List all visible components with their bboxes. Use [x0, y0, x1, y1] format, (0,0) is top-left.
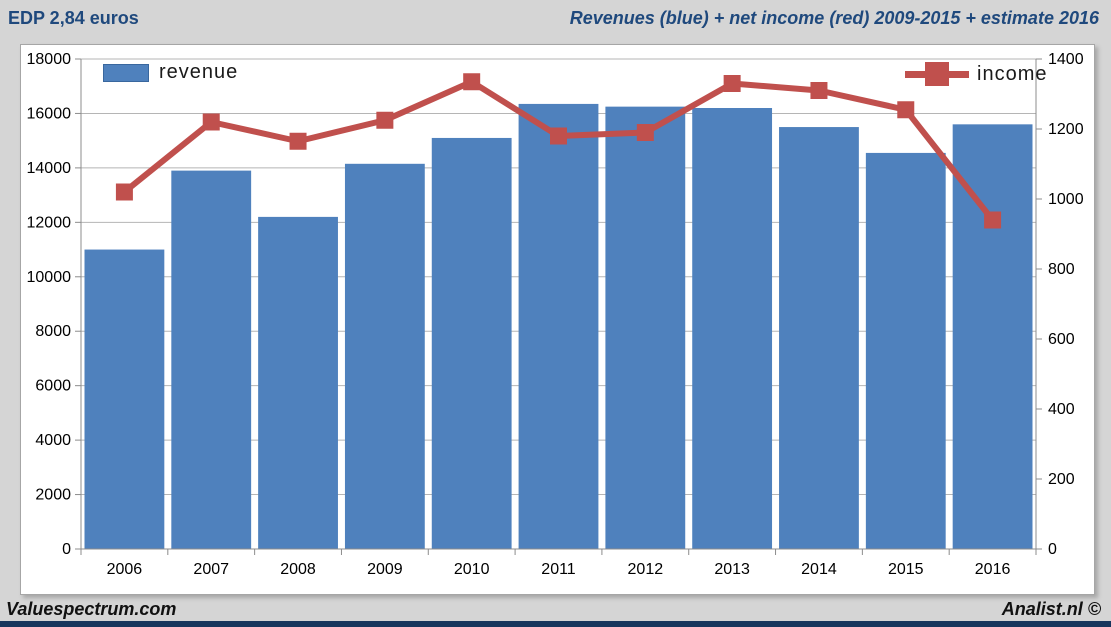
legend-revenue: revenue — [103, 61, 238, 84]
left-tick-label-8000: 8000 — [35, 323, 71, 340]
bar-2009 — [344, 163, 425, 550]
left-tick-label-16000: 16000 — [27, 105, 72, 122]
bar-2010 — [431, 137, 512, 549]
x-label-2015: 2015 — [888, 561, 924, 578]
bar-2006 — [84, 249, 165, 550]
left-tick-label-14000: 14000 — [27, 160, 72, 177]
bar-2012 — [605, 106, 686, 549]
x-label-2009: 2009 — [367, 561, 403, 578]
income-marker-2016 — [984, 211, 1002, 229]
legend-income: income — [905, 61, 1047, 87]
x-label-2010: 2010 — [454, 561, 490, 578]
bar-2014 — [779, 127, 859, 550]
x-label-2016: 2016 — [975, 561, 1011, 578]
x-label-2014: 2014 — [801, 561, 837, 578]
bar-2015 — [865, 152, 946, 549]
income-marker-2007 — [202, 113, 220, 131]
chart-title: Revenues (blue) + net income (red) 2009-… — [569, 8, 1099, 28]
x-label-2013: 2013 — [714, 561, 750, 578]
income-marker-2006 — [115, 183, 133, 201]
left-tick-label-0: 0 — [62, 541, 71, 558]
footer-valuespectrum: Valuespectrum.com — [6, 599, 177, 619]
left-tick-label-12000: 12000 — [27, 214, 72, 231]
income-marker-2014 — [810, 82, 828, 99]
chart-area: 0 2000 4000 6000 8000 10000 12000 14000 16000 180… — [20, 44, 1095, 595]
left-tick-label-18000: 18000 — [27, 51, 72, 68]
bar-2007 — [171, 170, 252, 549]
income-marker-2009 — [376, 111, 394, 129]
footer-accent-bar — [0, 621, 1111, 627]
left-tick-label-2000: 2000 — [35, 487, 71, 504]
legend-income-label: income — [977, 62, 1048, 85]
x-label-2008: 2008 — [280, 561, 316, 578]
right-tick-label-200: 200 — [1048, 471, 1075, 488]
page-title: EDP 2,84 euros — [8, 8, 139, 28]
revenue-swatch-icon — [103, 63, 149, 82]
x-label-2012: 2012 — [628, 561, 664, 578]
left-tick-label-4000: 4000 — [35, 432, 71, 449]
bar-2013 — [692, 108, 773, 549]
chart-svg: 0200040006000800010000120001400016000180… — [27, 51, 1084, 578]
bar-2016 — [952, 124, 1033, 549]
left-tick-label-10000: 10000 — [27, 269, 72, 286]
income-marker-2010 — [463, 73, 481, 91]
x-label-2006: 2006 — [107, 561, 143, 578]
x-label-2007: 2007 — [193, 561, 229, 578]
income-marker-2013 — [723, 75, 741, 92]
right-tick-label-1200: 1200 — [1048, 121, 1084, 138]
x-label-2011: 2011 — [541, 561, 576, 578]
income-marker-2008 — [289, 132, 307, 150]
right-tick-label-1000: 1000 — [1048, 191, 1084, 208]
right-tick-label-800: 800 — [1048, 261, 1075, 278]
income-marker-2015 — [897, 101, 915, 119]
right-tick-label-0: 0 — [1048, 541, 1057, 558]
right-tick-label-400: 400 — [1048, 401, 1075, 418]
bar-2011 — [518, 103, 599, 549]
income-marker-2012 — [636, 124, 654, 141]
legend-revenue-label: revenue — [159, 61, 239, 83]
income-marker-icon — [905, 61, 969, 87]
left-tick-label-6000: 6000 — [35, 378, 71, 395]
income-square-icon — [925, 62, 949, 86]
right-tick-label-1400: 1400 — [1048, 51, 1084, 68]
right-tick-label-600: 600 — [1048, 331, 1075, 348]
footer-analist: Analist.nl © — [1001, 599, 1101, 619]
income-marker-2011 — [550, 127, 567, 145]
bar-2008 — [258, 216, 338, 549]
